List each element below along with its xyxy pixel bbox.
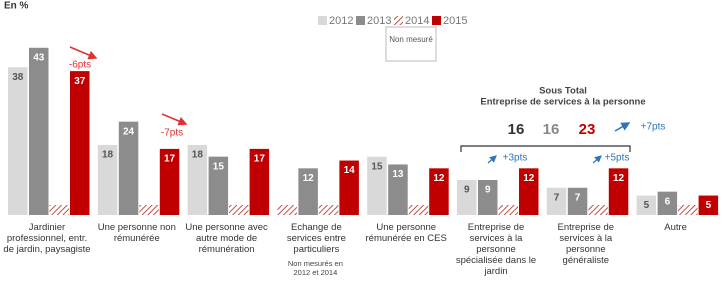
category-note: Non mesurés en 2012 et 2014 (287, 259, 343, 277)
x-tick-label: Entreprise de services à la personne spé… (455, 222, 537, 277)
value-label: 12 (613, 173, 625, 184)
annotation: -7pts (161, 128, 183, 139)
bar (339, 160, 359, 215)
legend-label: 2015 (443, 15, 467, 27)
value-label: 17 (164, 154, 176, 165)
value-label: 37 (74, 76, 86, 87)
x-tick-label: Autre (664, 222, 687, 233)
x-tick-label: Une personne non rémunérée (97, 222, 176, 244)
not-measured (318, 205, 339, 215)
value-label: 12 (523, 173, 535, 184)
not-measured (277, 205, 297, 215)
bar (698, 195, 719, 215)
legend-label: 2014 (405, 15, 429, 27)
bar (187, 145, 208, 215)
not-measured (49, 205, 69, 215)
value-label: 24 (123, 126, 135, 137)
bar (567, 187, 588, 215)
bar (388, 164, 408, 215)
subtotal-subtitle: Entreprise de services à la personne (480, 97, 645, 108)
bar (519, 168, 539, 215)
arrow (614, 122, 631, 132)
value-label: 12 (433, 173, 445, 184)
arrow (161, 113, 188, 126)
value-label: 7 (554, 192, 560, 203)
not-measured (229, 205, 249, 215)
bar (457, 180, 477, 215)
chart-title: En % (4, 1, 29, 12)
x-tick-label: Jardinier professionnel, entr. de jardin… (3, 222, 91, 255)
annotation: -6pts (69, 60, 91, 71)
value-label: 5 (706, 200, 712, 211)
not-measured (498, 205, 518, 215)
bar (159, 148, 180, 215)
bracket (460, 145, 631, 152)
value-label: 13 (392, 169, 404, 180)
not-measured (408, 205, 429, 215)
bar (29, 47, 49, 216)
x-tick-label: Une personne rémunérée en CES (365, 222, 447, 244)
legend-note-box (385, 26, 437, 62)
legend-swatch (394, 16, 403, 25)
legend-swatch (432, 16, 441, 25)
legend-note: Non mesuré (389, 35, 433, 44)
value-label: 12 (303, 173, 315, 184)
subtotal-title: Sous Total (539, 86, 587, 97)
value-label: 18 (192, 150, 204, 161)
bar (608, 168, 629, 215)
bar (118, 121, 139, 215)
not-measured (678, 205, 698, 215)
x-tick-label: Echange de services entre particuliers (286, 222, 346, 255)
bar (298, 168, 318, 215)
value-label: 6 (665, 196, 671, 207)
not-measured (588, 205, 608, 215)
value-label: 18 (102, 150, 114, 161)
bar (208, 156, 229, 215)
bar (636, 195, 657, 215)
legend-swatch (356, 16, 365, 25)
subtotal-value: 16 (508, 121, 525, 138)
not-measured (139, 205, 159, 215)
legend-swatch (318, 16, 327, 25)
arrow (592, 155, 602, 164)
arrow (69, 46, 98, 60)
value-label: 15 (371, 161, 383, 172)
annotation: +3pts (503, 153, 528, 164)
legend-label: 2013 (367, 15, 391, 27)
value-label: 14 (344, 165, 356, 176)
bar (249, 148, 270, 215)
subtotal-value: 16 (543, 121, 560, 138)
bar (478, 180, 498, 215)
value-label: 43 (33, 52, 45, 63)
annotation: +7pts (641, 122, 666, 133)
value-label: 15 (213, 161, 225, 172)
bar (367, 156, 387, 215)
bar (97, 145, 118, 215)
legend-label: 2012 (329, 15, 353, 27)
value-label: 17 (254, 154, 266, 165)
value-label: 9 (485, 185, 491, 196)
value-label: 38 (12, 72, 24, 83)
x-tick-label: Entreprise de services à la personne gén… (557, 222, 615, 266)
bar (657, 191, 678, 215)
bar (429, 168, 449, 215)
value-label: 9 (464, 185, 470, 196)
annotation: +5pts (605, 153, 630, 164)
x-tick-label: Une personne avec autre mode de rémunéra… (185, 222, 268, 255)
subtotal-value: 23 (579, 121, 596, 138)
bar (70, 71, 90, 215)
value-label: 7 (575, 192, 581, 203)
bar (8, 67, 28, 215)
arrow (487, 155, 497, 164)
bar (546, 187, 567, 215)
value-label: 5 (644, 200, 650, 211)
